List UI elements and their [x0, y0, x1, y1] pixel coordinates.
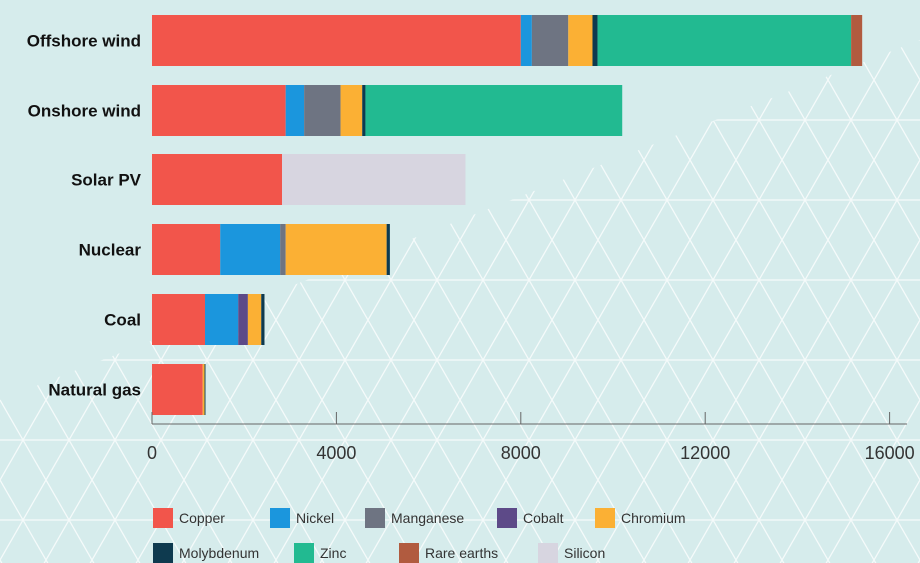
legend: Copper Nickel Manganese Cobalt Chromium Molyb…	[153, 508, 686, 563]
bar-segment-coal-cobalt	[238, 294, 248, 345]
bar-segment-onshore-wind-zinc	[365, 85, 623, 136]
legend-swatch	[538, 543, 558, 563]
legend-swatch	[153, 508, 173, 528]
legend-label: Zinc	[320, 545, 346, 561]
bar-segment-offshore-wind-chromium	[568, 15, 593, 66]
bar-segment-solar-pv-copper	[152, 154, 282, 205]
category-label-onshore-wind: Onshore wind	[28, 102, 141, 121]
bar-segment-offshore-wind-rare-earths	[851, 15, 863, 66]
legend-swatch	[294, 543, 314, 563]
category-label-coal: Coal	[104, 311, 141, 330]
category-labels: Offshore wind Onshore wind Solar PV Nuclear…	[27, 32, 142, 400]
legend-label: Nickel	[296, 510, 334, 526]
bar-segment-nuclear-chromium	[285, 224, 387, 275]
bar-segment-offshore-wind-molybdenum	[592, 15, 598, 66]
legend-item-manganese: Manganese	[365, 508, 464, 528]
bar-segment-offshore-wind-manganese	[531, 15, 569, 66]
legend-item-cobalt: Cobalt	[497, 508, 564, 528]
background-pattern-area	[0, 40, 920, 563]
legend-item-rare-earths: Rare earths	[399, 543, 498, 563]
legend-swatch	[153, 543, 173, 563]
x-tick-label: 4000	[316, 443, 356, 463]
legend-swatch	[595, 508, 615, 528]
legend-label: Cobalt	[523, 510, 564, 526]
legend-item-chromium: Chromium	[595, 508, 686, 528]
x-tick-label: 12000	[680, 443, 730, 463]
bar-segment-onshore-wind-nickel	[285, 85, 305, 136]
legend-swatch	[399, 543, 419, 563]
bar-segment-solar-pv-silicon	[282, 154, 466, 205]
legend-label: Copper	[179, 510, 225, 526]
bar-segment-nuclear-nickel	[220, 224, 281, 275]
bar-segment-natural-gas-molybdenum	[204, 364, 206, 415]
bar-segment-natural-gas-copper	[152, 364, 203, 415]
bar-segment-offshore-wind-copper	[152, 15, 521, 66]
legend-item-nickel: Nickel	[270, 508, 334, 528]
bar-segment-coal-copper	[152, 294, 206, 345]
x-axis-ticks: 0 4000 8000 12000 16000	[147, 412, 915, 463]
x-tick-label: 0	[147, 443, 157, 463]
bar-segment-coal-chromium	[247, 294, 262, 345]
legend-swatch	[365, 508, 385, 528]
legend-item-copper: Copper	[153, 508, 225, 528]
bar-segment-coal-nickel	[205, 294, 239, 345]
legend-label: Chromium	[621, 510, 686, 526]
bar-segment-nuclear-molybdenum	[386, 224, 390, 275]
bar-segment-coal-molybdenum	[261, 294, 265, 345]
legend-label: Manganese	[391, 510, 464, 526]
category-label-nuclear: Nuclear	[79, 241, 142, 260]
bar-segment-offshore-wind-nickel	[520, 15, 532, 66]
bar-segment-onshore-wind-molybdenum	[362, 85, 366, 136]
bar-segment-onshore-wind-copper	[152, 85, 286, 136]
legend-swatch	[270, 508, 290, 528]
bar-segment-offshore-wind-zinc	[597, 15, 852, 66]
bar-segment-onshore-wind-manganese	[304, 85, 341, 136]
legend-label: Silicon	[564, 545, 605, 561]
legend-label: Rare earths	[425, 545, 498, 561]
category-label-offshore-wind: Offshore wind	[27, 32, 141, 51]
bar-segment-nuclear-copper	[152, 224, 221, 275]
bar-segment-onshore-wind-chromium	[340, 85, 363, 136]
legend-item-zinc: Zinc	[294, 543, 346, 563]
x-tick-label: 8000	[501, 443, 541, 463]
bar-segment-nuclear-manganese	[280, 224, 286, 275]
legend-item-molybdenum: Molybdenum	[153, 543, 259, 563]
x-tick-label: 16000	[865, 443, 915, 463]
category-label-solar-pv: Solar PV	[71, 171, 142, 190]
legend-swatch	[497, 508, 517, 528]
bar-segment-natural-gas-chromium	[202, 364, 205, 415]
legend-item-silicon: Silicon	[538, 543, 605, 563]
category-label-natural-gas: Natural gas	[48, 381, 141, 400]
legend-label: Molybdenum	[179, 545, 259, 561]
bars-layer	[152, 15, 863, 415]
